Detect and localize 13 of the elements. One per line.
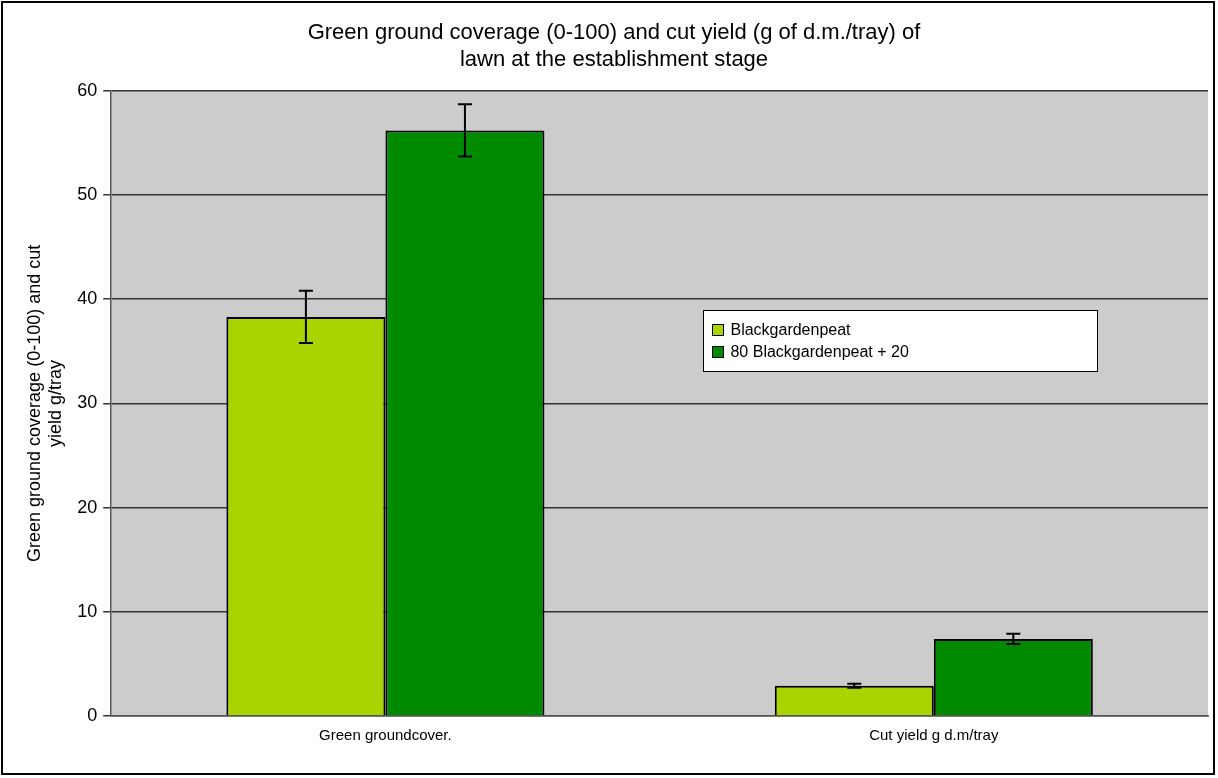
y-tick-label: 60 [77, 79, 98, 100]
y-tick-label: 10 [77, 600, 98, 621]
y-tick-label: 40 [77, 288, 98, 309]
legend-label: Blackgardenpeat [730, 320, 851, 339]
y-axis-title: Green ground coverage (0-100) and cut yield g/tray [23, 244, 66, 562]
x-tick-label: Cut yield g d.m/tray [869, 726, 999, 744]
legend-label: 80 Blackgardenpeat + 20 [730, 342, 909, 361]
y-tick-label: 0 [87, 704, 98, 725]
y-tick-label: 30 [77, 392, 98, 413]
y-tick-label: 20 [77, 496, 98, 517]
chart-title: Green ground coverage (0-100) and cut yield (g of d.m./tray) of lawn at the establishment stage [307, 19, 922, 71]
x-tick-label: Green groundcover. [319, 726, 452, 744]
y-tick-label: 50 [77, 183, 98, 204]
